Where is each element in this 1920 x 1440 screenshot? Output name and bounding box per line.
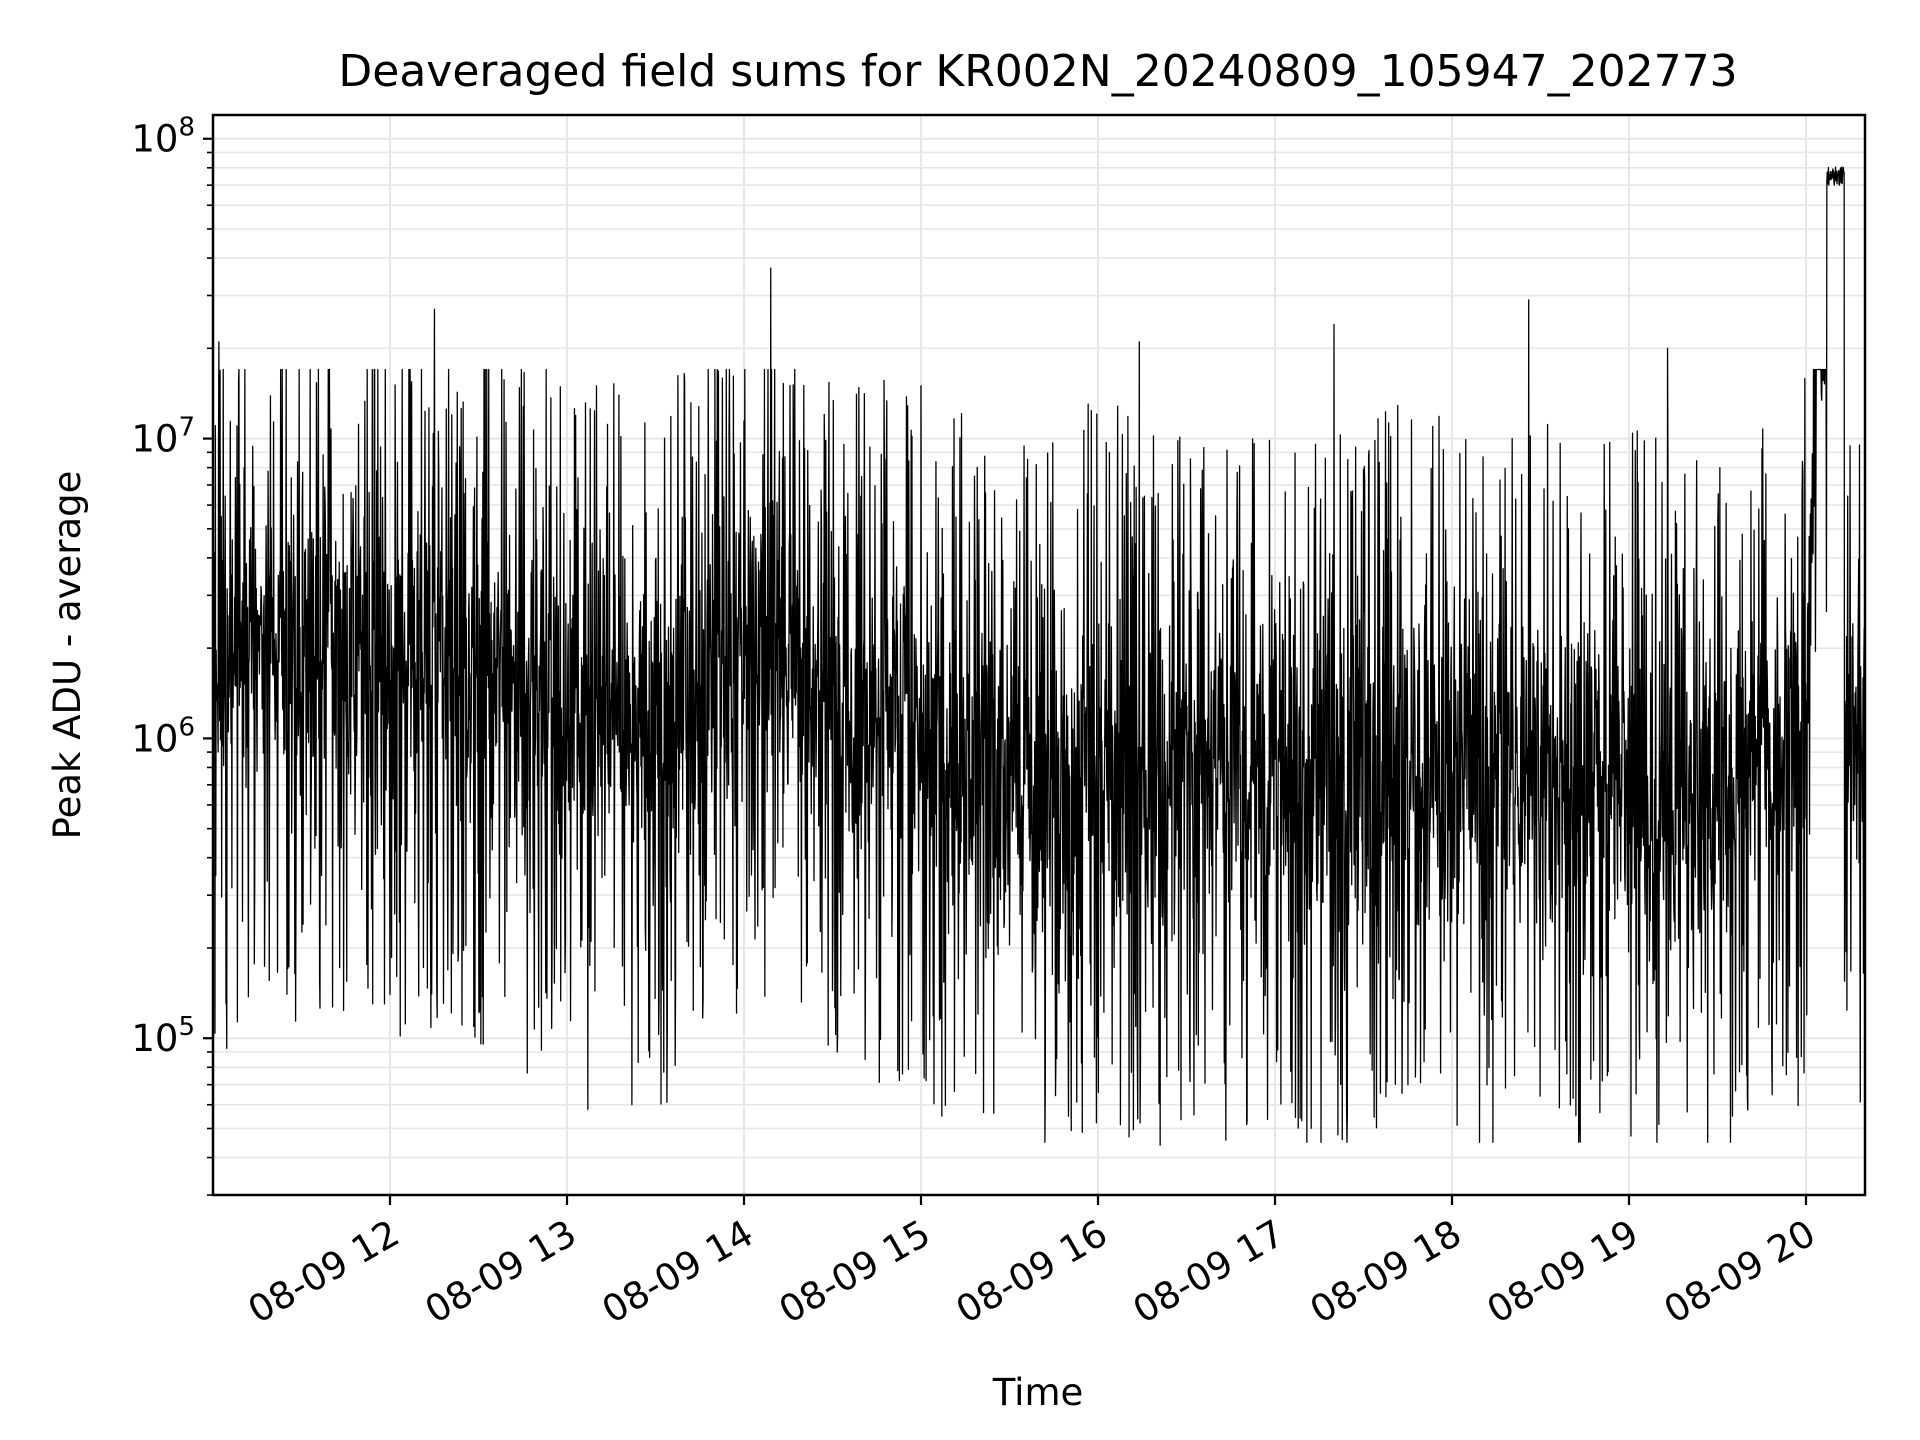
chart-title: Deaveraged field sums for KR002N_2024080… xyxy=(338,46,1737,97)
x-axis-label: Time xyxy=(992,1371,1084,1414)
y-axis-label: Peak ADU - average xyxy=(46,471,89,840)
y-tick-label: 105 xyxy=(131,1012,195,1060)
plot-frame xyxy=(211,113,1867,1197)
series-line xyxy=(212,166,1866,1146)
